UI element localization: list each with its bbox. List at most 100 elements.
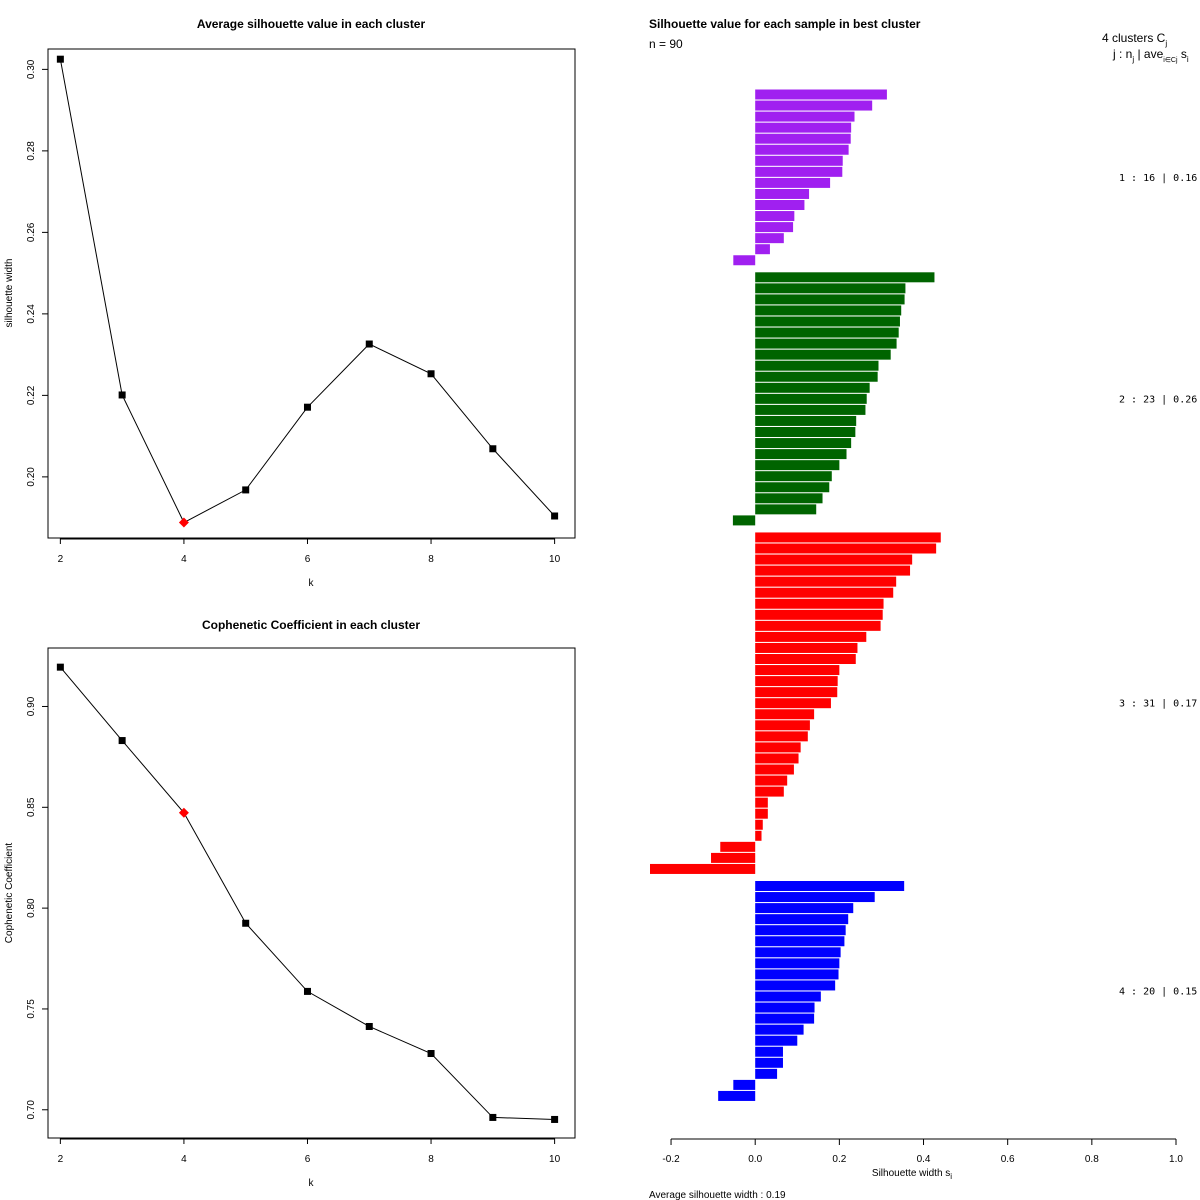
silhouette-bar [755,482,830,493]
silhouette-bar [755,665,840,676]
x-tick-label: 4 [181,554,187,565]
highlight-point [178,517,189,528]
y-tick-label: 0.24 [26,304,37,324]
cophenetic-frame [47,647,576,1139]
x-tick-label: -0.2 [662,1154,680,1165]
silhouette-bar [732,515,756,526]
silhouette-bar [755,349,891,360]
x-tick-label: 0.4 [917,1154,931,1165]
silhouette-bar [755,404,866,415]
silhouette-bar [755,200,805,210]
silhouette-bar [755,188,810,199]
silhouette-bar [755,969,839,980]
silhouette-bar [755,676,838,687]
silhouette-bar [755,1024,804,1035]
silhouette-bar [755,177,831,188]
silhouette-bar [755,532,941,543]
avg-silhouette-frame [47,48,576,539]
x-tick-label: 10 [549,1154,561,1165]
x-tick-label: 0.8 [1085,1154,1099,1165]
silhouette-bar [755,438,852,449]
silhouette-bar [718,1090,756,1101]
avg-silhouette-xlabel: k [309,578,315,589]
silhouette-bar [755,980,836,991]
data-point [489,1113,497,1121]
silhouette-bar [755,504,817,515]
silhouette-bar [755,808,768,819]
silhouette-bar [755,620,881,631]
silhouette-bar [755,449,847,460]
silhouette-bar [755,1057,783,1068]
silhouette-bar [755,233,784,244]
series-line [59,59,555,524]
silhouette-bar [755,211,795,222]
y-tick-label: 0.30 [26,59,37,79]
silhouette-bar [755,393,867,404]
data-point [118,391,126,399]
avg-silhouette-ylabel: silhouette width [4,259,15,328]
data-point [427,370,435,378]
y-tick-label: 0.28 [26,141,37,161]
x-tick-label: 0.0 [748,1154,762,1165]
avg-silhouette-title: Average silhouette value in each cluster [197,17,426,31]
x-tick-label: 6 [305,554,311,565]
silhouette-bar [755,587,894,598]
silhouette-bar [755,576,897,587]
silhouette-bar [755,327,899,338]
silhouette-bar [755,283,906,294]
x-tick-label: 2 [58,1154,64,1165]
silhouette-bar [733,1079,756,1090]
data-point [489,445,497,453]
silhouette-bar [755,958,840,969]
silhouette-bar [755,543,937,554]
silhouette-sample-title: Silhouette value for each sample in best… [649,17,921,31]
silhouette-bar [755,654,856,664]
silhouette-bar [755,991,821,1002]
silhouette-bar [755,371,878,382]
silhouette-bar [755,642,858,653]
x-tick-label: 1.0 [1169,1154,1183,1165]
cluster-label: 3 : 31 | 0.17 [1119,699,1197,710]
silhouette-bar [755,244,770,255]
silhouette-bar [755,493,823,504]
highlight-point [178,807,189,818]
x-tick-label: 6 [305,1154,311,1165]
silhouette-bar [755,936,845,947]
silhouette-bar [733,255,756,266]
silhouette-bar [755,316,900,327]
silhouette-bar [755,460,840,471]
silhouette-bar [755,1013,815,1024]
silhouette-sample-panel: Silhouette value for each sample in best… [649,17,1197,1200]
silhouette-bar [755,830,762,841]
silhouette-bar [755,122,852,133]
silhouette-bar [755,294,905,305]
silhouette-bar [755,775,788,786]
y-tick-label: 0.85 [26,797,37,817]
cluster-header-line2: j : nj | avei∈Cj si [1112,47,1189,64]
silhouette-bar [755,903,854,914]
x-tick-label: 4 [181,1154,187,1165]
silhouette-bar [755,925,846,936]
cluster-label: 4 : 20 | 0.15 [1119,987,1197,998]
silhouette-bar [755,914,849,925]
y-tick-label: 0.75 [26,999,37,1019]
silhouette-bar [755,471,832,482]
x-tick-label: 0.2 [832,1154,846,1165]
average-silhouette-footer: Average silhouette width : 0.19 [649,1190,786,1200]
silhouette-bar [755,731,808,742]
silhouette-bar [755,415,857,426]
data-point [365,340,373,348]
x-tick-label: 2 [58,554,64,565]
silhouette-bar [755,272,935,283]
silhouette-bar [755,797,768,808]
silhouette-bar [711,852,756,863]
cophenetic-title: Cophenetic Coefficient in each cluster [202,618,420,632]
silhouette-bar [650,863,756,874]
silhouette-bar [755,753,799,764]
silhouette-bar [755,100,873,111]
silhouette-bar [755,947,841,958]
silhouette-bar [755,155,843,166]
cluster-label: 2 : 23 | 0.26 [1119,394,1197,405]
cophenetic-panel: Cophenetic Coefficient in each cluster k… [4,618,576,1189]
silhouette-bar [755,360,879,371]
